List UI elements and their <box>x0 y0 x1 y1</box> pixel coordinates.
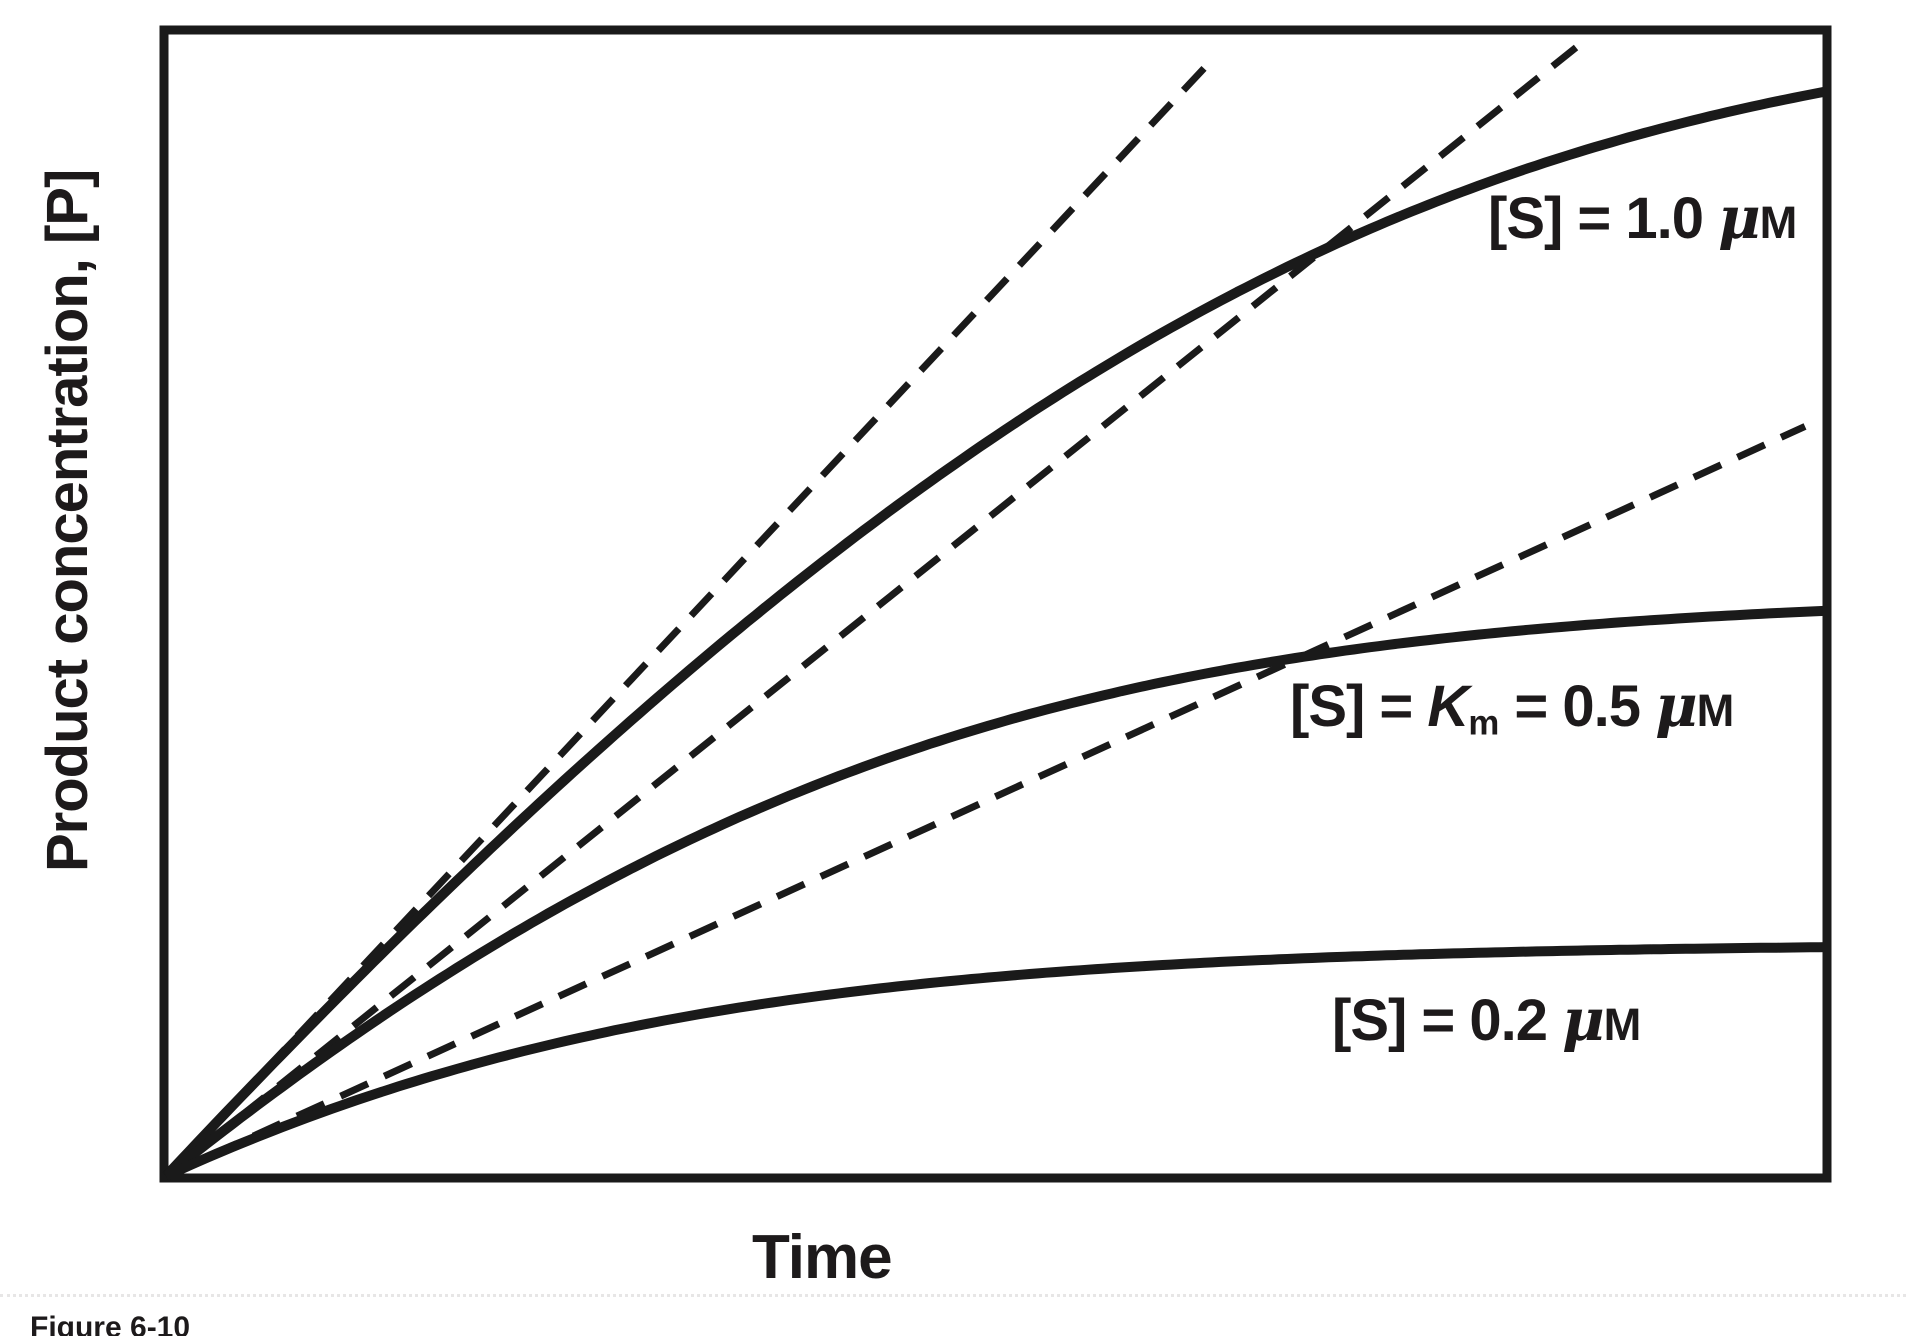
figure-caption: Figure 6-10 <box>30 1311 191 1336</box>
km-subscript: m <box>1468 703 1500 743</box>
page-divider-rule <box>0 1294 1906 1297</box>
progress-curve-s0.5 <box>162 605 1828 1180</box>
label-text: = 0.5 <box>1499 674 1656 739</box>
x-axis-label: Time <box>752 1223 893 1292</box>
curve-label-s-km-0.5: [S] = Km = 0.5 μM <box>1290 672 1734 744</box>
tangent-v0-s0.2 <box>164 423 1807 1180</box>
mu-symbol: μ <box>1562 986 1604 1054</box>
curve-label-s-1.0: [S] = 1.0 μM <box>1488 184 1797 252</box>
mu-symbol: μ <box>1718 184 1760 252</box>
curve-label-s-0.2: [S] = 0.2 μM <box>1332 986 1641 1054</box>
y-axis-label: Product concentration, [P] <box>35 169 100 872</box>
mu-symbol: μ <box>1655 672 1697 740</box>
label-text: [S] = <box>1290 674 1428 739</box>
label-text: [S] = 0.2 <box>1332 988 1563 1053</box>
progress-curve-s1 <box>162 86 1828 1180</box>
unit-molar: M <box>1759 197 1798 248</box>
unit-molar: M <box>1603 999 1642 1050</box>
unit-molar: M <box>1696 685 1735 736</box>
progress-curve-s0.2 <box>163 942 1828 1181</box>
plot-border <box>159 25 1832 1183</box>
tangent-v0-s0.5 <box>163 33 1593 1179</box>
label-text: [S] = 1.0 <box>1488 186 1719 251</box>
km-symbol: K <box>1427 674 1469 739</box>
